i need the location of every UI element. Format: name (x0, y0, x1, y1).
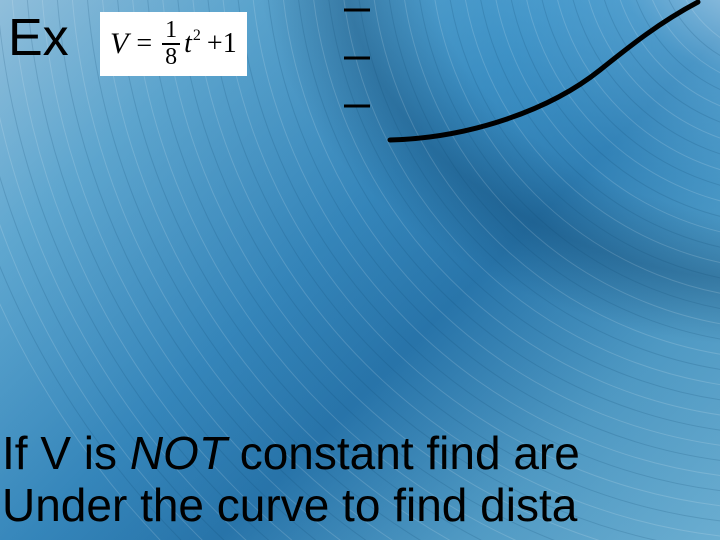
body-line-1-pre: If V is (2, 427, 130, 479)
formula-eq: = (136, 30, 152, 58)
formula-exp: 2 (193, 28, 201, 44)
slide-title: Ex (8, 8, 69, 68)
formula-box: V = 1 8 t 2 +1 (100, 12, 247, 76)
formula-plus: + (207, 28, 223, 59)
formula-lhs: V (110, 29, 128, 59)
body-line-1-post: constant find are (227, 427, 580, 479)
formula-numerator: 1 (163, 18, 179, 43)
body-line-1-emph: NOT (130, 427, 227, 479)
formula-tail: +1 (207, 30, 237, 58)
graph (300, 0, 720, 200)
body-line-2: Under the curve to find dista (2, 480, 580, 532)
slide: Ex V = 1 8 t 2 +1 If V is NOT constant f… (0, 0, 720, 540)
formula-denominator: 8 (163, 45, 179, 70)
axis-ticks (344, 10, 370, 106)
formula-fraction: 1 8 (162, 18, 180, 70)
formula-term: t 2 (184, 30, 201, 58)
formula-var: t (184, 30, 192, 58)
body-text: If V is NOT constant find are Under the … (2, 428, 580, 531)
body-line-1: If V is NOT constant find are (2, 428, 580, 480)
velocity-curve (390, 2, 698, 140)
formula-const: 1 (223, 28, 237, 59)
